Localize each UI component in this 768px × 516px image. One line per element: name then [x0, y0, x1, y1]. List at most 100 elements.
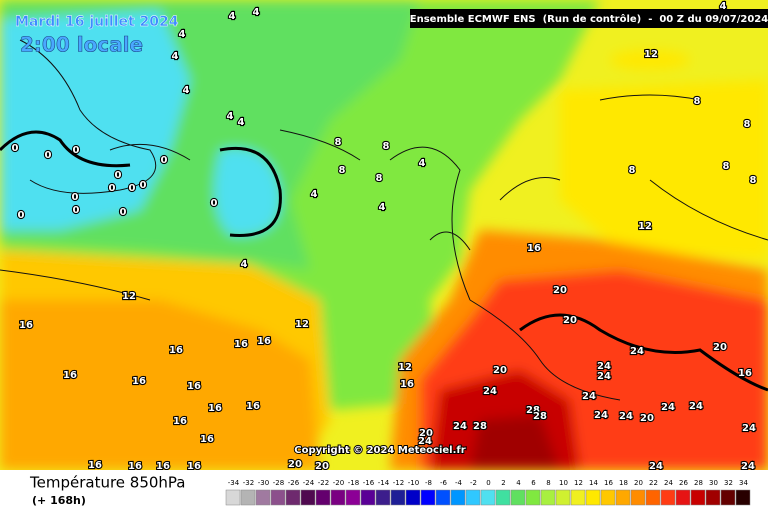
- local-time: 2:00 locale: [20, 33, 143, 57]
- contour-label: 0: [129, 183, 136, 194]
- contour-label: 24: [689, 401, 703, 412]
- contour-label: 16: [187, 461, 201, 472]
- variable-name: Température 850hPa: [29, 474, 186, 492]
- contour-label: 24: [661, 402, 675, 413]
- legend-swatch: [450, 489, 466, 506]
- contour-label: 0: [72, 192, 79, 203]
- legend-label: -6: [440, 479, 448, 487]
- contour-label: 8: [694, 96, 701, 107]
- contour-label: 8: [383, 141, 390, 152]
- legend-label: -4: [455, 479, 463, 487]
- contour-label: 8: [723, 161, 730, 172]
- contour-label: 20: [288, 459, 302, 470]
- contour-label: 24: [619, 411, 633, 422]
- contour-label: 16: [128, 461, 142, 472]
- legend-swatch: [300, 489, 316, 506]
- contour-label: 20: [315, 461, 329, 472]
- legend-label: -8: [425, 479, 432, 487]
- contour-label: 28: [526, 405, 540, 416]
- legend-label: 26: [679, 479, 688, 487]
- legend-swatch: [660, 489, 676, 506]
- contour-label: 16: [527, 243, 541, 254]
- contour-label: 20: [553, 285, 567, 296]
- legend-label: -20: [333, 479, 344, 487]
- legend-label: 34: [739, 479, 748, 487]
- contour-label: 24: [630, 346, 644, 357]
- legend-label: 4: [516, 479, 521, 487]
- contour-label: 0: [161, 155, 168, 166]
- legend-label: 0: [486, 479, 490, 487]
- contour-label: 0: [211, 198, 218, 209]
- contour-label: 24: [597, 371, 611, 382]
- contour-label: 20: [419, 428, 433, 439]
- legend-label: -16: [363, 479, 375, 487]
- legend-swatch: [735, 489, 751, 506]
- contour-label: 28: [533, 411, 547, 422]
- contour-label: 28: [473, 421, 487, 432]
- contour-label: 8: [339, 165, 346, 176]
- legend-swatch: [435, 489, 451, 506]
- contour-label: 4: [238, 117, 245, 128]
- contour-label: 16: [246, 401, 260, 412]
- legend-label: -10: [408, 479, 419, 487]
- legend-label: -28: [273, 479, 284, 487]
- legend-swatch: [645, 489, 661, 506]
- contour-label: 24: [418, 436, 432, 447]
- legend-swatch: [465, 489, 481, 506]
- contour-label: 4: [241, 259, 248, 270]
- contour-label: 4: [379, 202, 386, 213]
- legend-swatch: [285, 489, 301, 506]
- legend-swatch: [270, 489, 286, 506]
- legend-swatch: [390, 489, 406, 506]
- contour-label: 12: [122, 291, 136, 302]
- legend-label: 16: [604, 479, 613, 487]
- contour-label: 16: [738, 368, 752, 379]
- contour-label: 16: [132, 376, 146, 387]
- legend-label: 30: [709, 479, 718, 487]
- contour-label: 4: [179, 29, 186, 40]
- contour-label: 24: [582, 391, 596, 402]
- legend-label: -32: [243, 479, 254, 487]
- legend-label: -2: [470, 479, 477, 487]
- legend-label: 22: [649, 479, 658, 487]
- contour-label: 0: [18, 210, 25, 221]
- map-date: Mardi 16 juillet 2024: [15, 14, 179, 30]
- legend-label: -18: [348, 479, 359, 487]
- run-info: Ensemble ECMWF ENS (Run de contrôle) - 0…: [410, 13, 768, 25]
- legend-label: -24: [303, 479, 315, 487]
- contour-label: 12: [295, 319, 309, 330]
- legend-swatch: [420, 489, 436, 506]
- legend-swatch: [585, 489, 601, 506]
- legend-swatch: [480, 489, 496, 506]
- legend-label: 32: [724, 479, 733, 487]
- legend-swatch: [405, 489, 421, 506]
- legend-swatch: [360, 489, 376, 506]
- legend-swatch: [345, 489, 361, 506]
- contour-label: 4: [183, 85, 190, 96]
- contour-label: 20: [640, 413, 654, 424]
- contour-label: 8: [744, 119, 751, 130]
- legend-swatch: [225, 489, 241, 506]
- legend-label: -26: [288, 479, 300, 487]
- legend-swatch: [240, 489, 256, 506]
- legend-swatch: [495, 489, 511, 506]
- contour-label: 0: [73, 205, 80, 216]
- legend-label: 12: [574, 479, 583, 487]
- contour-label: 20: [493, 365, 507, 376]
- legend-swatch: [615, 489, 631, 506]
- legend-label: -34: [228, 479, 240, 487]
- contour-label: 0: [12, 143, 19, 154]
- contour-label: 8: [376, 173, 383, 184]
- contour-label: 0: [45, 150, 52, 161]
- copyright: Copyright © 2024 Meteociel.fr: [294, 445, 465, 456]
- legend-swatch: [510, 489, 526, 506]
- contour-label: 16: [234, 339, 248, 350]
- contour-label: 8: [750, 175, 757, 186]
- contour-label: 4: [227, 111, 234, 122]
- contour-label: 4: [720, 1, 727, 12]
- legend-swatch: [375, 489, 391, 506]
- legend-swatch: [315, 489, 331, 506]
- legend-swatch: [540, 489, 556, 506]
- contour-label: 24: [597, 361, 611, 372]
